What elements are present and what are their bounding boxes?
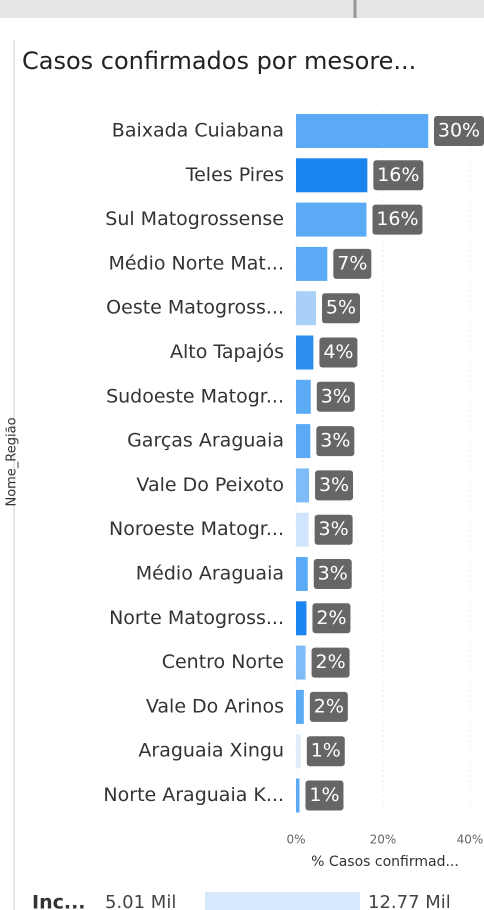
data-label: 7%	[337, 252, 367, 274]
bar	[296, 202, 367, 237]
data-label: 3%	[320, 430, 350, 452]
label-box	[315, 470, 354, 501]
data-label: 2%	[316, 607, 346, 629]
category-label: Garças Araguaia	[127, 430, 284, 452]
data-label: 3%	[319, 474, 349, 496]
data-label: 3%	[319, 518, 349, 540]
category-label: Norte Araguaia K...	[103, 784, 284, 806]
card-min: 5.01 Mil	[105, 892, 176, 910]
category-label: Baixada Cuiabana	[112, 120, 284, 142]
label-box	[373, 160, 424, 191]
data-label: 3%	[321, 385, 351, 407]
label-box	[309, 691, 348, 722]
card-label: Inc...	[32, 892, 86, 910]
data-label: 30%	[438, 120, 480, 142]
data-label: 1%	[311, 740, 341, 762]
category-label: Médio Araguaia	[136, 563, 284, 585]
bar	[296, 424, 311, 459]
bar	[296, 291, 317, 326]
bar	[296, 158, 368, 193]
label-box	[333, 248, 372, 279]
data-label: 2%	[315, 651, 345, 673]
category-label: Vale Do Arinos	[146, 695, 284, 717]
category-label: Alto Tapajós	[170, 341, 284, 363]
data-label: 16%	[377, 164, 419, 186]
bar	[296, 114, 429, 148]
category-label: Médio Norte Mat...	[108, 252, 284, 274]
bar	[296, 734, 301, 769]
bar	[296, 645, 306, 680]
data-label: 2%	[314, 695, 344, 717]
category-label: Sul Matogrossense	[105, 208, 284, 230]
chart-title: Casos confirmados por mesore...	[22, 47, 416, 75]
data-label: 1%	[309, 784, 339, 806]
label-box	[306, 736, 345, 767]
bar	[296, 335, 314, 370]
category-label: Araguaia Xingu	[138, 740, 284, 762]
label-box	[313, 559, 352, 589]
label-box	[372, 204, 423, 235]
bar	[296, 557, 308, 591]
x-tick-label: 20%	[370, 833, 397, 847]
label-box	[322, 293, 361, 324]
x-axis-label: % Casos confirmad...	[311, 854, 459, 870]
label-box	[311, 647, 350, 678]
bar	[296, 512, 309, 547]
data-label: 4%	[323, 341, 353, 363]
category-label: Centro Norte	[162, 651, 284, 673]
category-label: Oeste Matogross...	[106, 297, 284, 319]
category-label: Noroeste Matogr...	[109, 518, 284, 540]
label-box	[319, 337, 358, 368]
data-label: 5%	[326, 297, 356, 319]
card-bar	[205, 892, 360, 910]
label-box	[305, 780, 344, 811]
bar	[296, 778, 300, 813]
bar	[296, 689, 304, 724]
card-max: 12.77 Mil	[368, 892, 451, 910]
data-label: 3%	[318, 563, 348, 585]
bar	[296, 468, 310, 503]
y-axis-label: Nome_Região	[5, 417, 20, 506]
category-label: Vale Do Peixoto	[136, 474, 284, 496]
category-label: Sudoeste Matogr...	[106, 385, 284, 407]
label-box	[316, 426, 355, 457]
label-box	[316, 381, 355, 412]
label-box	[312, 603, 351, 634]
label-box	[314, 514, 353, 545]
category-label: Teles Pires	[185, 164, 284, 186]
category-label: Norte Matogross...	[109, 607, 284, 629]
bar	[296, 246, 328, 281]
window-edge	[0, 0, 484, 18]
x-tick-label: 40%	[457, 833, 484, 847]
x-tick-label: 0%	[286, 833, 305, 847]
bar	[296, 601, 307, 636]
data-label: 16%	[376, 208, 418, 230]
label-box	[434, 116, 484, 146]
bar	[296, 379, 311, 414]
